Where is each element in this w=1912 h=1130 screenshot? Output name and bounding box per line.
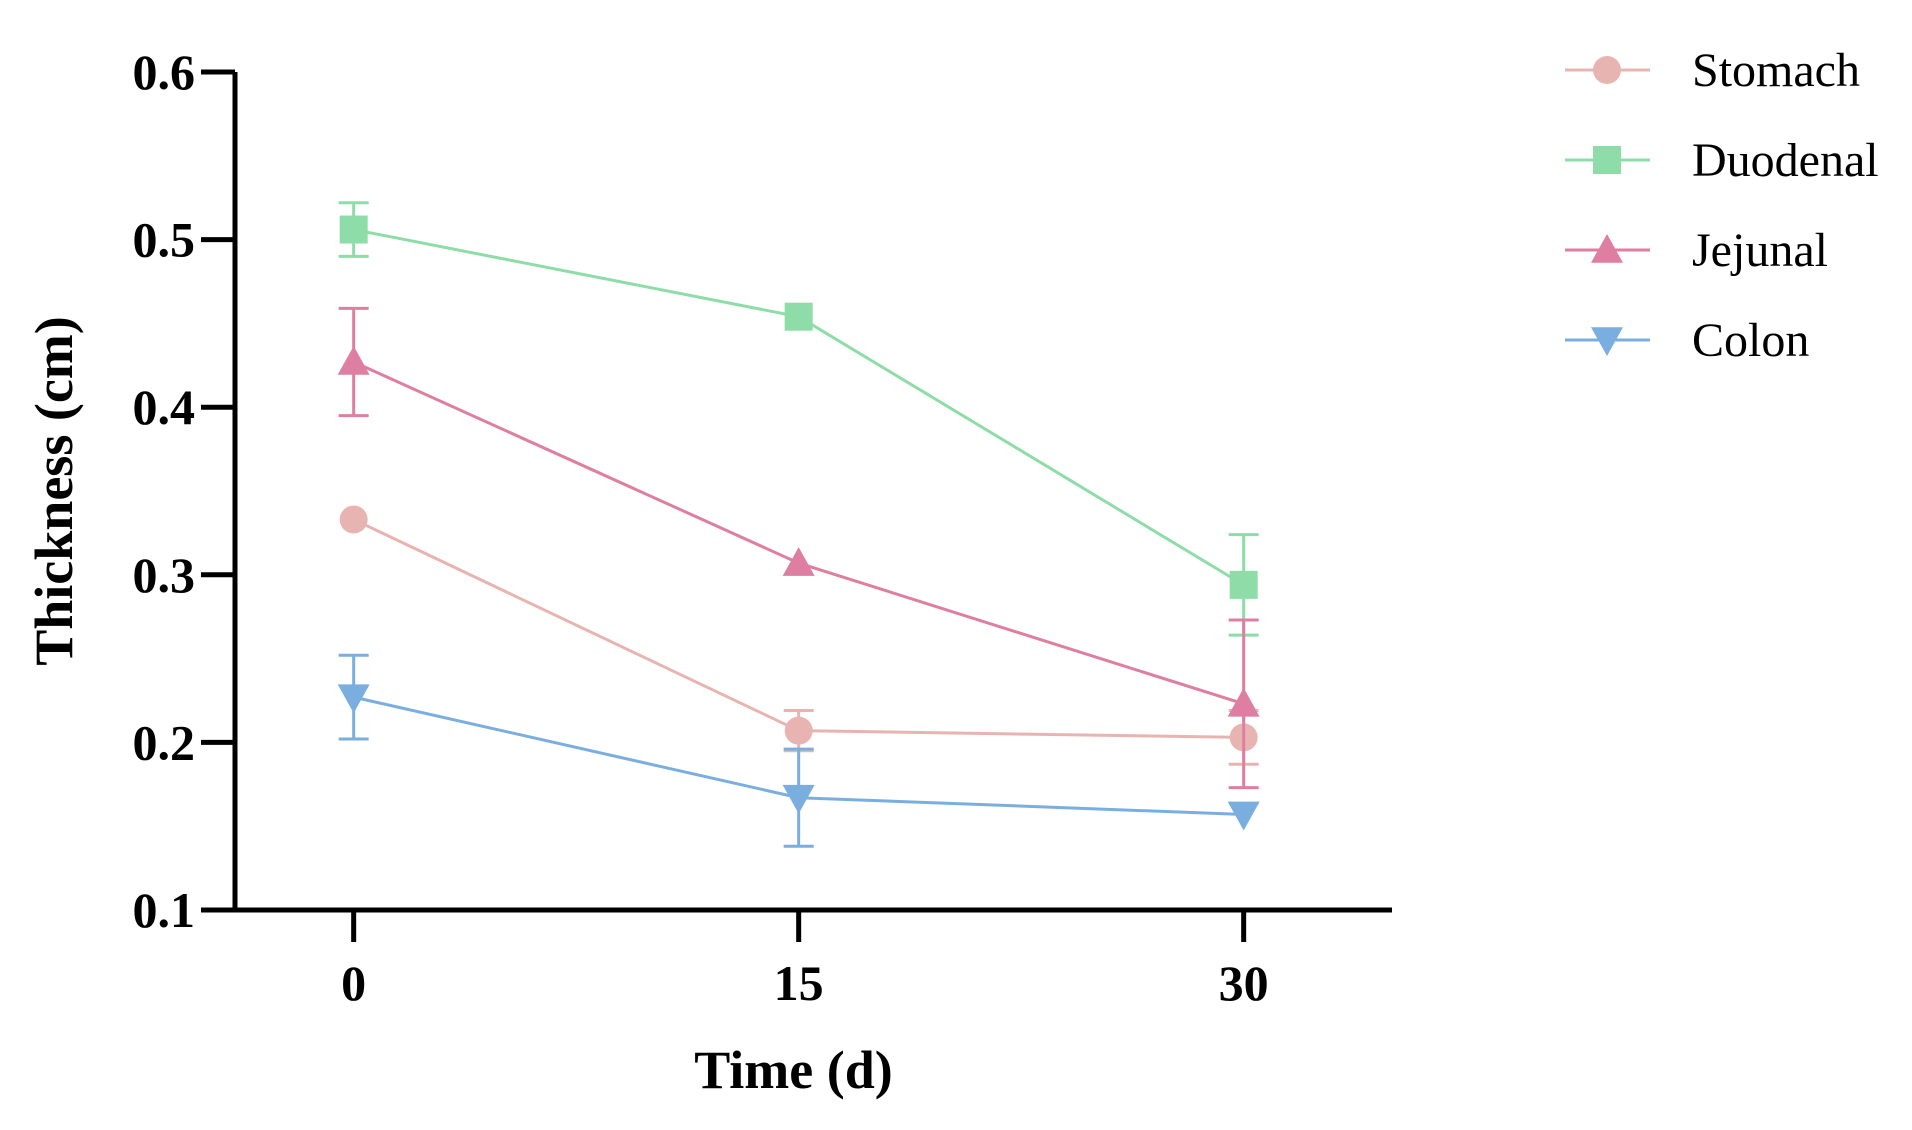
series-jejunal — [337, 306, 1260, 790]
y-tick-label: 0.3 — [133, 547, 196, 603]
legend-label: Colon — [1692, 314, 1809, 367]
y-tick-label: 0.1 — [133, 882, 196, 938]
series-duodenal — [338, 201, 1259, 637]
data-point — [782, 784, 815, 814]
data-point — [337, 684, 370, 714]
y-tick-label: 0.5 — [133, 212, 196, 268]
data-point — [784, 302, 813, 331]
y-tick-label: 0.2 — [133, 714, 196, 770]
legend-item-jejunal: Jejunal — [1565, 224, 1828, 277]
legend-marker — [1591, 234, 1623, 263]
data-point — [339, 505, 368, 534]
series-line — [353, 228, 1245, 587]
y-tick-label: 0.4 — [133, 379, 196, 435]
data-point — [782, 547, 815, 576]
legend-item-duodenal: Duodenal — [1565, 134, 1879, 187]
x-tick-label: 0 — [341, 955, 366, 1011]
data-point — [1229, 570, 1258, 599]
legend-marker — [1591, 327, 1623, 356]
data-point — [339, 215, 368, 244]
legend: Stomach Duodenal Jejunal Colon — [1565, 44, 1879, 367]
legend-label: Stomach — [1692, 44, 1860, 97]
x-axis-title: Time (d) — [694, 1040, 893, 1100]
x-tick-label: 30 — [1219, 955, 1269, 1011]
data-point — [1227, 687, 1260, 717]
y-axis-title: Thickness (cm) — [24, 316, 84, 666]
y-tick-label: 0.6 — [133, 44, 196, 100]
legend-marker — [1593, 146, 1621, 174]
legend-label: Duodenal — [1692, 134, 1879, 187]
data-point — [337, 345, 370, 375]
data-point — [784, 716, 813, 745]
series-colon — [337, 653, 1260, 848]
axes: 0.1 0.2 0.3 0.4 0.5 0.6 0 15 30 — [133, 44, 1392, 1011]
x-tick-label: 15 — [774, 955, 824, 1011]
data-point — [1227, 801, 1260, 831]
legend-item-colon: Colon — [1565, 314, 1809, 367]
legend-marker — [1593, 56, 1621, 84]
series-line — [353, 360, 1245, 706]
legend-label: Jejunal — [1692, 224, 1828, 277]
series-layer — [337, 201, 1260, 848]
legend-item-stomach: Stomach — [1565, 44, 1860, 97]
